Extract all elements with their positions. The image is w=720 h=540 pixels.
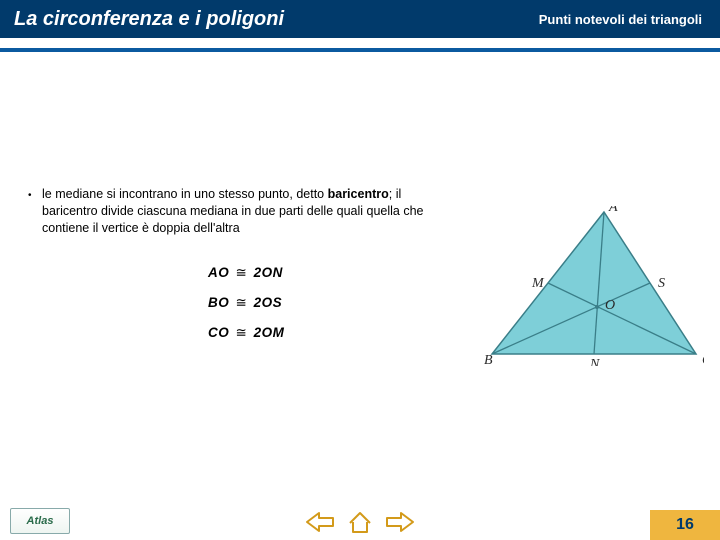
eq2-left: BO bbox=[208, 295, 229, 310]
svg-text:C: C bbox=[702, 353, 704, 366]
next-button[interactable] bbox=[385, 510, 415, 534]
bullet-text-pre: le mediane si incontrano in uno stesso p… bbox=[42, 187, 328, 201]
body-text: • le mediane si incontrano in uno stesso… bbox=[28, 186, 448, 237]
eq1-left: AO bbox=[208, 265, 229, 280]
header: La circonferenza e i poligoni Punti note… bbox=[0, 0, 720, 56]
triangle-diagram: A B C M N S O bbox=[484, 206, 704, 366]
bullet-item: • le mediane si incontrano in uno stesso… bbox=[28, 186, 448, 237]
svg-text:S: S bbox=[658, 276, 665, 291]
arrow-right-icon bbox=[385, 510, 415, 534]
congruent-symbol: ≅ bbox=[234, 265, 250, 280]
bullet-text: le mediane si incontrano in uno stesso p… bbox=[42, 186, 448, 237]
logo-text: Atlas bbox=[27, 515, 54, 527]
publisher-logo: Atlas bbox=[10, 508, 70, 534]
prev-button[interactable] bbox=[305, 510, 335, 534]
eq1-right: 2ON bbox=[254, 265, 283, 280]
home-icon bbox=[346, 510, 374, 534]
footer: Atlas 16 bbox=[0, 496, 720, 540]
header-underline bbox=[0, 48, 720, 52]
bullet-text-bold: baricentro bbox=[328, 187, 389, 201]
bullet-marker: • bbox=[28, 186, 42, 237]
slide-title: La circonferenza e i poligoni bbox=[14, 8, 284, 31]
arrow-left-icon bbox=[305, 510, 335, 534]
page-number: 16 bbox=[676, 516, 694, 534]
svg-text:M: M bbox=[531, 276, 545, 291]
page-number-badge: 16 bbox=[650, 510, 720, 540]
nav-controls bbox=[305, 510, 415, 534]
header-bar: La circonferenza e i poligoni Punti note… bbox=[0, 0, 720, 38]
eq2-right: 2OS bbox=[254, 295, 283, 310]
svg-text:O: O bbox=[605, 298, 615, 313]
svg-text:A: A bbox=[608, 206, 618, 215]
content-area: • le mediane si incontrano in uno stesso… bbox=[0, 56, 720, 466]
congruent-symbol: ≅ bbox=[234, 325, 250, 340]
home-button[interactable] bbox=[345, 510, 375, 534]
eq3-left: CO bbox=[208, 325, 229, 340]
svg-text:N: N bbox=[589, 357, 600, 366]
congruent-symbol: ≅ bbox=[234, 295, 250, 310]
eq3-right: 2OM bbox=[254, 325, 285, 340]
svg-text:B: B bbox=[484, 353, 493, 366]
slide-subtitle: Punti notevoli dei triangoli bbox=[539, 12, 702, 27]
